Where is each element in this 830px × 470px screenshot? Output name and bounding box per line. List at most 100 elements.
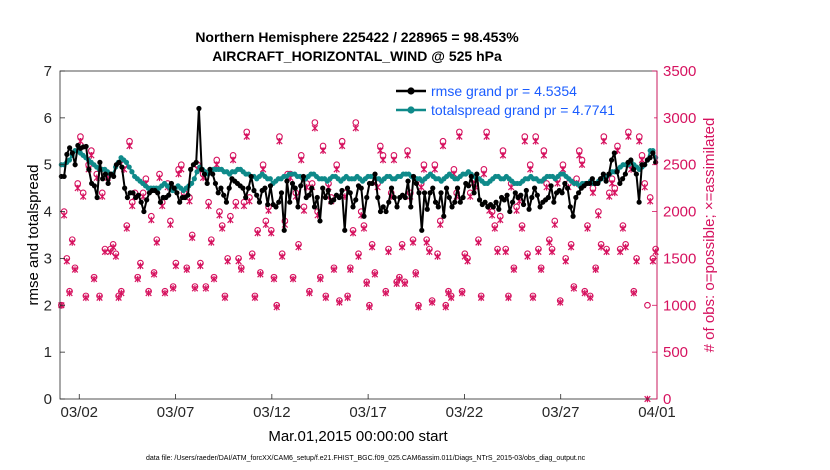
obs-assimilated-marker [505,294,512,302]
rmse-point [628,157,634,163]
obs-assimilated-marker [458,289,466,297]
obs-assimilated-marker [412,271,419,278]
obs-assimilated-marker [221,294,229,302]
rmse-point [419,227,425,233]
rmse-point [245,185,252,191]
obs-assimilated-marker [499,152,507,159]
rmse-point [410,173,417,180]
rmse-point [600,171,606,177]
obs-assimilated-marker [71,266,79,273]
rmse-point [350,204,356,210]
rmse-point [504,192,510,198]
x-tick-label: 03/27 [542,404,580,421]
obs-assimilated-marker [167,221,174,228]
obs-assimilated-marker [172,262,180,270]
rmse-point [570,213,576,219]
rmse-point [405,178,411,184]
rmse-point [193,159,199,165]
rmse-point [573,194,579,201]
rmse-point [100,176,106,182]
totalspread-point [267,176,273,182]
y-tick-label-left: 2 [44,297,52,314]
y-tick-label-left: 7 [44,63,52,80]
rmse-point [157,199,164,205]
y-axis-label-right: # of obs: o=possible; ×=assimilated [701,118,718,353]
obs-assimilated-marker [333,166,340,173]
rmse-point [72,162,78,168]
obs-assimilated-marker [548,248,556,256]
obs-assimilated-marker [96,294,103,302]
rmse-point [548,183,554,189]
rmse-point [562,180,568,187]
y-tick-label-left: 6 [44,110,52,127]
rmse-point [493,199,499,205]
obs-assimilated-marker [417,183,425,191]
obs-assimilated-marker [311,124,319,132]
obs-assimilated-marker [243,133,250,140]
rmse-point [248,173,254,180]
obs-assimilated-marker [186,197,193,205]
rmse-point [364,194,370,201]
rmse-point [388,185,395,191]
rmse-point [86,166,92,172]
rmse-series [58,105,659,233]
rmse-point [586,180,593,187]
obs-assimilated-marker [494,248,501,256]
obs-assimilated-marker [600,137,608,145]
rmse-point [295,204,301,210]
rmse-point [372,171,378,177]
rmse-point [265,201,271,208]
obs-assimilated-marker [344,294,351,302]
obs-assimilated-marker [611,189,618,197]
rmse-point [534,192,540,198]
rmse-point [633,171,639,177]
obs-assimilated-marker [63,257,71,265]
obs-assimilated-marker [227,216,234,224]
rmse-point [476,197,483,203]
rmse-point [471,190,477,196]
rmse-point [171,185,177,191]
obs-assimilated-marker [248,253,256,260]
obs-assimilated-marker [442,303,449,311]
obs-assimilated-marker [584,225,591,232]
obs-assimilated-marker [338,142,346,150]
rmse-point [531,185,538,191]
obs-assimilated-marker [363,280,370,288]
obs-assimilated-marker [191,285,199,292]
obs-assimilated-marker [398,243,406,251]
rmse-point [575,190,582,196]
rmse-point [278,190,285,196]
obs-assimilated-marker [169,285,177,292]
obs-assimilated-marker [630,289,638,297]
rmse-point [344,185,351,191]
obs-assimilated-marker [257,271,264,278]
obs-assimilated-marker [254,229,261,237]
rmse-point [284,178,290,184]
rmse-point [166,192,172,198]
obs-assimilated-marker [60,212,68,219]
rmse-point [212,180,219,187]
rmse-point [141,208,147,215]
rmse-point [507,208,513,215]
obs-assimilated-marker [202,285,210,292]
obs-assimilated-marker [502,248,509,256]
obs-assimilated-marker [423,239,430,246]
obs-assimilated-marker [161,289,169,297]
obs-assimilated-marker [268,229,275,237]
rmse-point [435,204,441,210]
obs-assimilated-marker [625,133,632,140]
obs-assimilated-marker [183,266,190,273]
rmse-point [262,185,268,191]
obs-assimilated-marker [431,166,439,173]
obs-assimilated-marker [437,221,444,228]
obs-assimilated-marker [134,275,141,283]
rmse-point [105,180,111,187]
rmse-point [226,185,232,191]
rmse-point [111,173,117,180]
obs-assimilated-marker [616,248,624,256]
obs-assimilated-marker [74,184,81,192]
rmse-point [427,190,433,196]
rmse-point [83,143,89,150]
rmse-point [377,208,384,215]
y-tick-label-right: 1000 [663,297,696,314]
